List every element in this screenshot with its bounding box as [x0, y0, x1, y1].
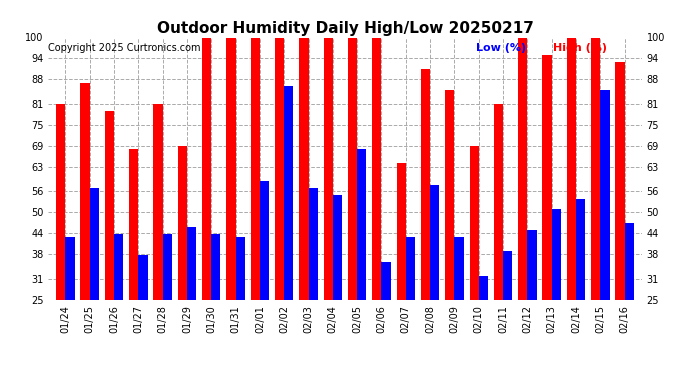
Bar: [479, 276, 488, 300]
Bar: [90, 188, 99, 300]
Bar: [211, 234, 221, 300]
Bar: [382, 261, 391, 300]
Bar: [406, 237, 415, 300]
Bar: [66, 237, 75, 300]
Bar: [114, 234, 124, 300]
Bar: [105, 111, 114, 300]
Bar: [308, 188, 318, 300]
Bar: [372, 38, 382, 300]
Bar: [552, 209, 561, 300]
Bar: [299, 38, 308, 300]
Bar: [445, 90, 455, 300]
Bar: [397, 164, 406, 300]
Bar: [566, 38, 576, 300]
Bar: [576, 198, 585, 300]
Bar: [81, 83, 90, 300]
Bar: [153, 104, 163, 300]
Bar: [129, 150, 138, 300]
Bar: [421, 69, 430, 300]
Bar: [430, 184, 440, 300]
Bar: [494, 104, 503, 300]
Bar: [202, 38, 211, 300]
Bar: [178, 146, 187, 300]
Bar: [284, 87, 293, 300]
Bar: [138, 255, 148, 300]
Bar: [600, 90, 609, 300]
Text: Copyright 2025 Curtronics.com: Copyright 2025 Curtronics.com: [48, 43, 201, 53]
Bar: [226, 38, 235, 300]
Bar: [235, 237, 245, 300]
Bar: [455, 237, 464, 300]
Bar: [187, 226, 196, 300]
Bar: [615, 62, 624, 300]
Text: High (%): High (%): [553, 43, 607, 53]
Title: Outdoor Humidity Daily High/Low 20250217: Outdoor Humidity Daily High/Low 20250217: [157, 21, 533, 36]
Bar: [542, 55, 552, 300]
Bar: [333, 195, 342, 300]
Bar: [348, 38, 357, 300]
Bar: [250, 38, 260, 300]
Bar: [469, 146, 479, 300]
Bar: [591, 38, 600, 300]
Bar: [163, 234, 172, 300]
Bar: [357, 150, 366, 300]
Bar: [260, 181, 269, 300]
Bar: [527, 230, 537, 300]
Bar: [518, 38, 527, 300]
Text: Low (%): Low (%): [475, 43, 526, 53]
Bar: [324, 38, 333, 300]
Bar: [56, 104, 66, 300]
Bar: [503, 251, 512, 300]
Bar: [624, 223, 634, 300]
Bar: [275, 38, 284, 300]
